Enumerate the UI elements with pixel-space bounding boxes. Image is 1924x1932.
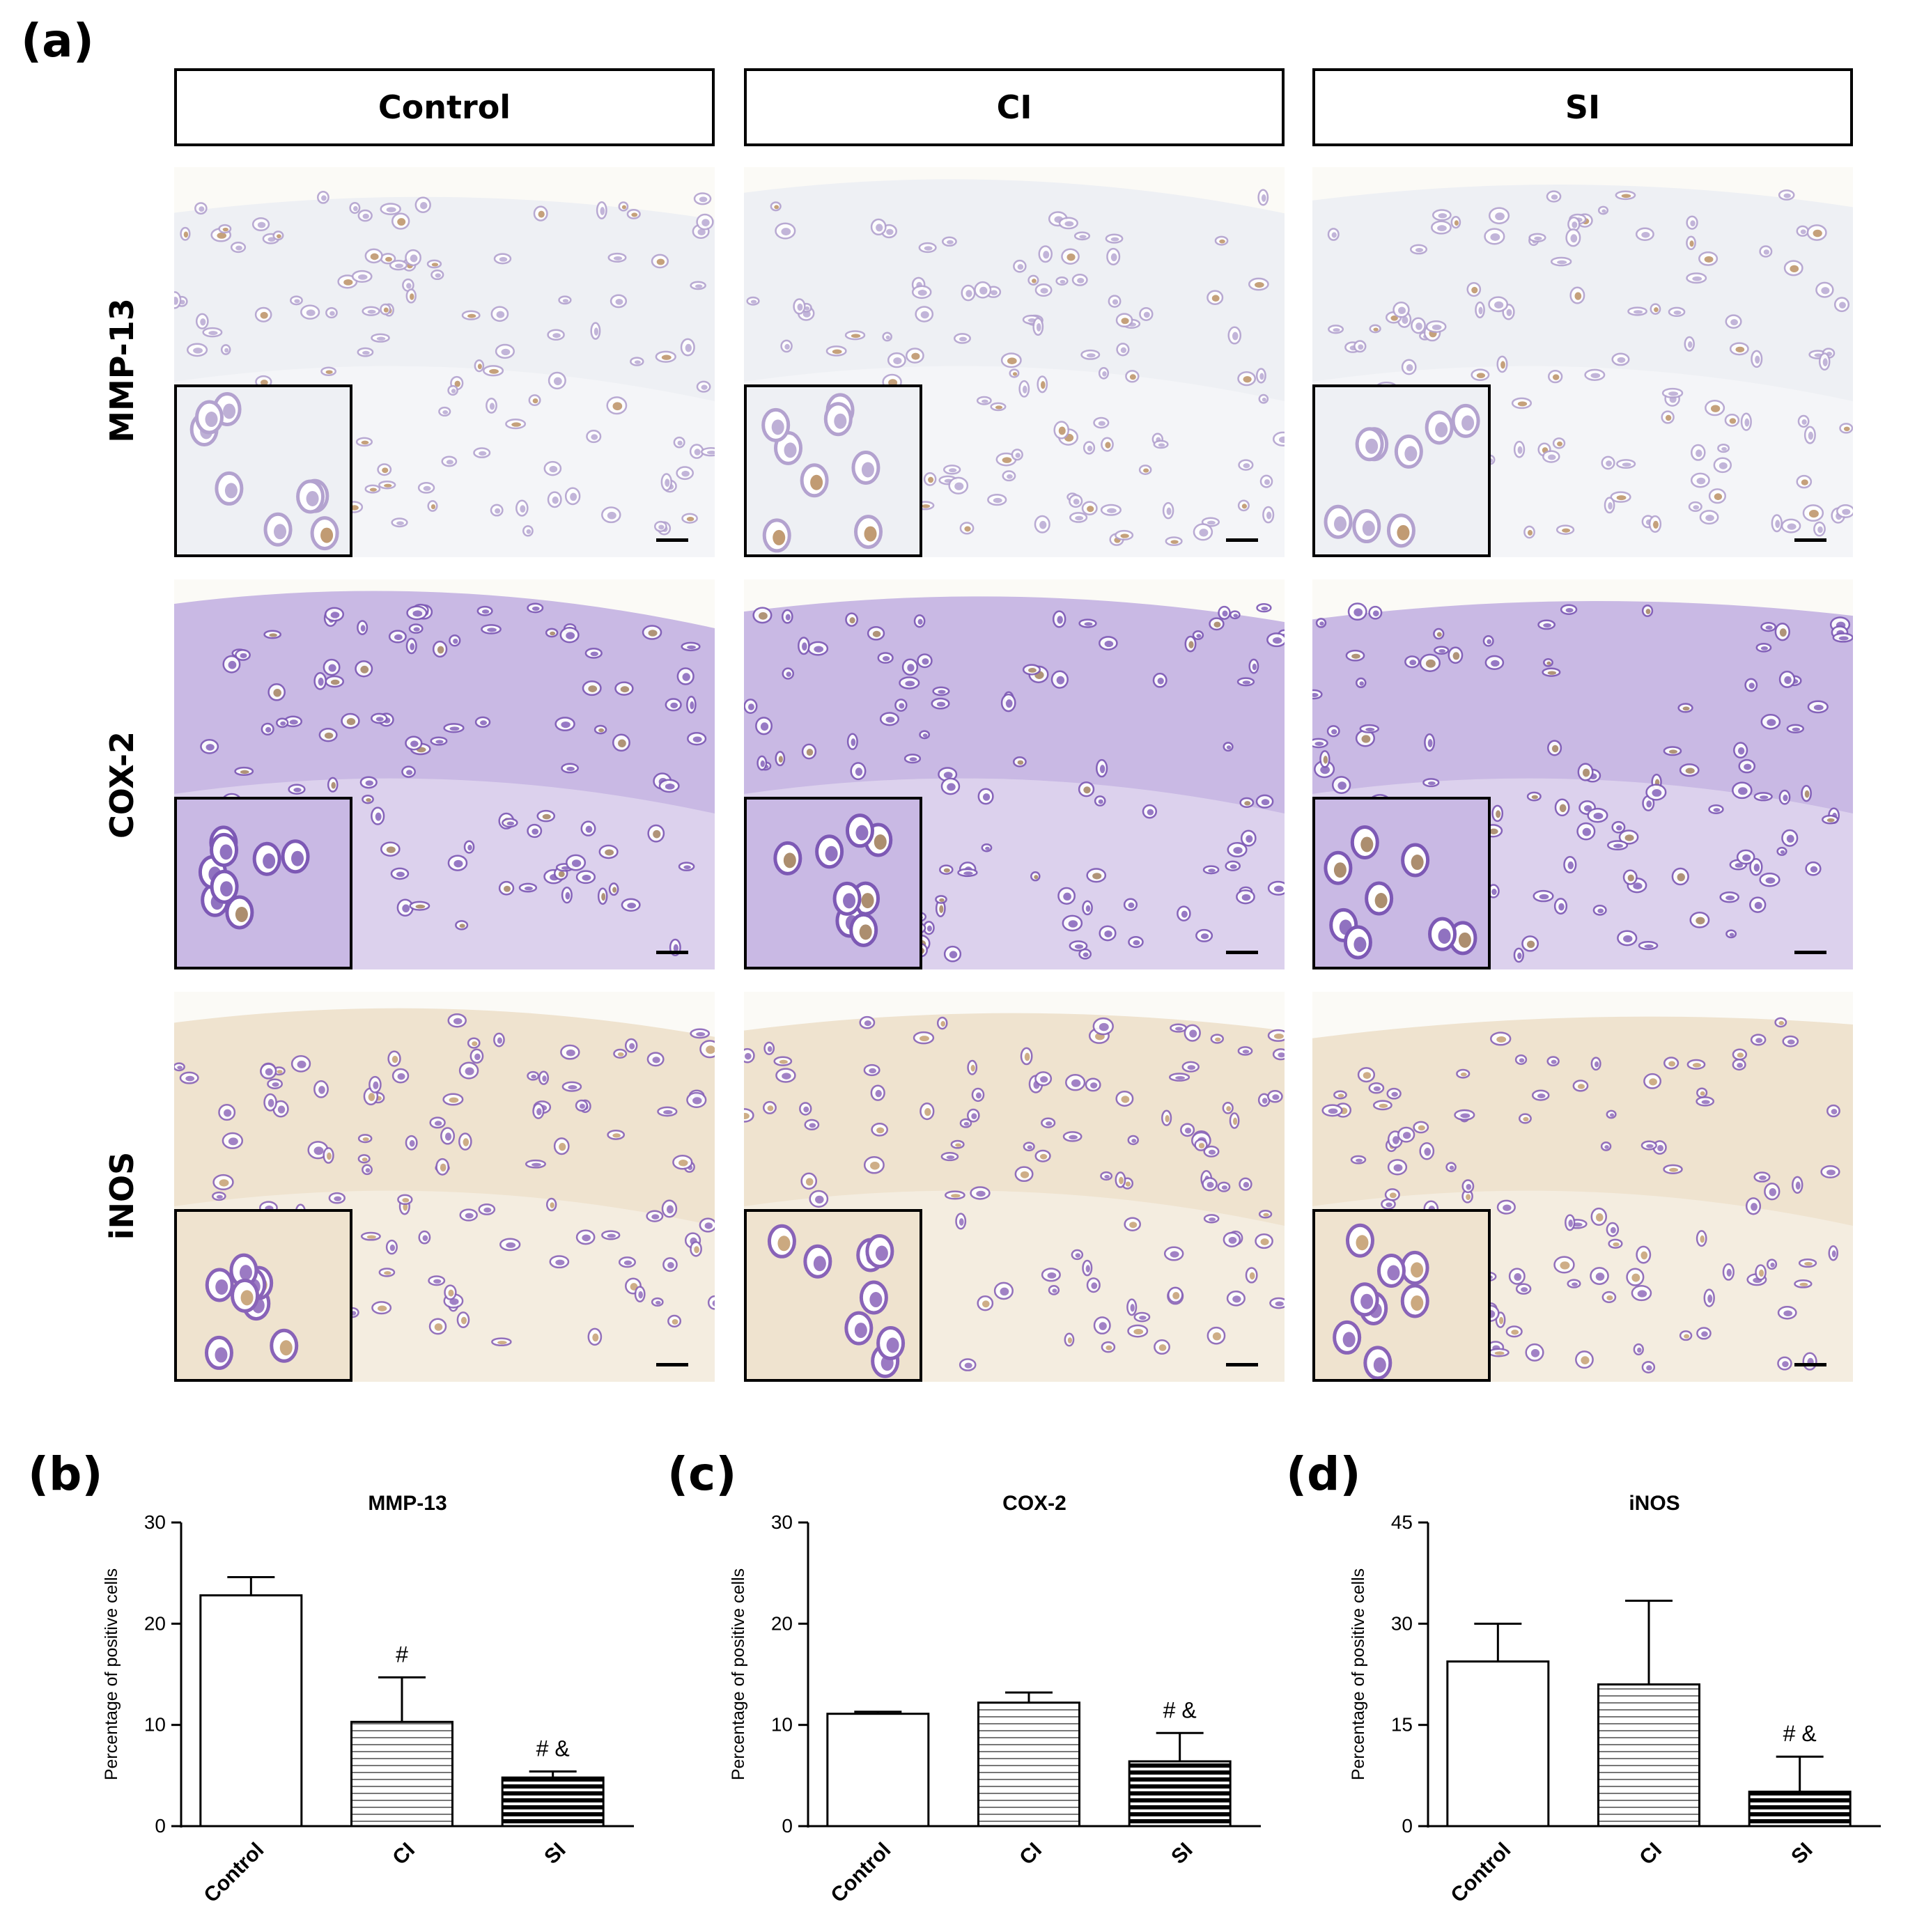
bar-si	[1128, 1760, 1232, 1828]
scale-bar	[1794, 951, 1826, 954]
panel-label-c: (c)	[667, 1447, 737, 1501]
scale-bar	[1794, 538, 1826, 542]
x-tick-label: CI	[1015, 1839, 1046, 1870]
magnified-inset	[1312, 384, 1491, 557]
micrograph-inos-control	[174, 992, 715, 1382]
x-tick-label: Control	[827, 1839, 896, 1908]
bar-ci	[977, 1701, 1080, 1828]
y-tick-label: 20	[144, 1612, 166, 1634]
row-label-cox2: COX-2	[103, 731, 141, 839]
column-header-ci: CI	[744, 68, 1285, 146]
row-label-mmp13: MMP-13	[103, 298, 141, 443]
x-tick-label: CI	[1635, 1839, 1666, 1870]
micrograph-cox2-si	[1312, 579, 1853, 969]
y-tick-label: 15	[1391, 1714, 1413, 1736]
y-tick-label: 10	[771, 1714, 793, 1736]
scale-bar	[1226, 1363, 1258, 1366]
bar-control	[826, 1713, 930, 1828]
micrograph-cox2-control	[174, 579, 715, 969]
x-tick-label: Control	[1447, 1839, 1516, 1908]
micrograph-mmp13-control	[174, 167, 715, 557]
x-tick-label: Control	[200, 1839, 269, 1908]
magnified-inset	[1312, 797, 1491, 969]
y-tick-label: 45	[1391, 1511, 1413, 1533]
bar-si	[501, 1776, 605, 1828]
magnified-inset	[1312, 1209, 1491, 1382]
magnified-inset	[174, 1209, 352, 1382]
y-axis-label: Percentage of positive cells	[102, 1568, 121, 1780]
y-tick-label: 30	[144, 1511, 166, 1533]
magnified-inset	[744, 384, 922, 557]
scale-bar	[1226, 951, 1258, 954]
magnified-inset	[744, 797, 922, 969]
bar-control	[1446, 1660, 1550, 1828]
x-tick-label: SI	[1167, 1839, 1197, 1869]
significance-label: #	[396, 1642, 408, 1667]
chart-svg: 0 10 20 30 COX-2 Percentage of positive cells…	[729, 1492, 1261, 1908]
micrograph-cox2-ci	[744, 579, 1285, 969]
micrograph-mmp13-ci	[744, 167, 1285, 557]
y-axis-label: Percentage of positive cells	[1349, 1568, 1368, 1780]
significance-label: # &	[1163, 1697, 1197, 1722]
y-tick-label: 30	[771, 1511, 793, 1533]
y-tick-label: 30	[1391, 1612, 1413, 1634]
significance-label: # &	[536, 1736, 570, 1761]
y-tick-label: 20	[771, 1612, 793, 1634]
chart-svg: 0 15 30 45 iNOS Percentage of positive cells C…	[1349, 1492, 1881, 1908]
micrograph-inos-ci	[744, 992, 1285, 1382]
micrograph-inos-si	[1312, 992, 1853, 1382]
scale-bar	[1226, 538, 1258, 542]
magnified-inset	[744, 1209, 922, 1382]
chart-title: iNOS	[1629, 1492, 1679, 1515]
y-tick-label: 10	[144, 1714, 166, 1736]
magnified-inset	[174, 797, 352, 969]
chart-title: MMP-13	[368, 1492, 447, 1515]
y-tick-label: 0	[155, 1815, 166, 1837]
row-label-inos: iNOS	[103, 1151, 141, 1240]
panel-label-a: (a)	[21, 14, 94, 68]
y-tick-label: 0	[1402, 1815, 1413, 1837]
scale-bar	[1794, 1363, 1826, 1366]
bar-ci	[350, 1720, 453, 1828]
scale-bar	[656, 1363, 688, 1366]
column-header-si: SI	[1312, 68, 1853, 146]
micrograph-mmp13-si	[1312, 167, 1853, 557]
magnified-inset	[174, 384, 352, 557]
bar-chart-inos: 0 15 30 45 iNOS Percentage of positive cells C…	[1330, 1470, 1902, 1915]
scale-bar	[656, 951, 688, 954]
chart-title: COX-2	[1002, 1492, 1066, 1515]
bar-chart-cox2: 0 10 20 30 COX-2 Percentage of positive cells…	[711, 1470, 1282, 1915]
bar-control	[199, 1594, 303, 1828]
x-tick-label: CI	[388, 1839, 419, 1870]
bar-si	[1748, 1791, 1852, 1828]
scale-bar	[656, 538, 688, 542]
x-tick-label: SI	[540, 1839, 570, 1869]
bar-ci	[1597, 1683, 1700, 1828]
y-tick-label: 0	[782, 1815, 793, 1837]
panel-label-d: (d)	[1286, 1447, 1361, 1501]
y-axis-label: Percentage of positive cells	[729, 1568, 748, 1780]
column-header-control: Control	[174, 68, 715, 146]
panel-label-b: (b)	[28, 1447, 103, 1501]
significance-label: # &	[1783, 1721, 1817, 1746]
x-tick-label: SI	[1787, 1839, 1817, 1869]
bar-chart-mmp13: 0 10 20 30 MMP-13 Percentage of positive cell…	[84, 1470, 655, 1915]
chart-svg: 0 10 20 30 MMP-13 Percentage of positive cell…	[102, 1492, 634, 1908]
